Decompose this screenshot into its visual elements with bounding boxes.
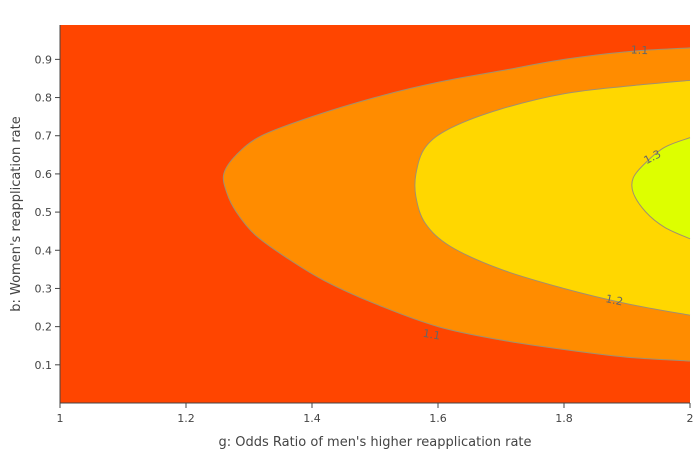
contour-line-1-1 — [222, 47, 691, 362]
y-tick-label: 0.8 — [35, 92, 53, 105]
region-1-2-to-1-3 — [414, 80, 690, 316]
y-axis-title: b: Women's reapplication rate — [9, 116, 24, 312]
x-tick-label: 1.2 — [177, 412, 195, 425]
contour-line-1-3 — [631, 137, 691, 240]
y-tick-label: 0.1 — [35, 359, 53, 372]
y-tick-label: 0.7 — [35, 130, 53, 143]
region-above-1-3 — [631, 137, 690, 239]
contour-labels: 1.11.11.21.3 — [422, 43, 663, 342]
x-tick-label: 1.6 — [429, 412, 447, 425]
y-tick-label: 0.9 — [35, 53, 53, 66]
x-tick-label: 1.4 — [303, 412, 321, 425]
y-tick-label: 0.6 — [35, 168, 53, 181]
contour-label-1-1: 1.1 — [422, 327, 441, 343]
y-tick-label: 0.4 — [35, 244, 53, 257]
contour-line-1-2 — [414, 79, 691, 316]
contour-label-1-1: 1.1 — [630, 43, 648, 57]
x-axis: 1 1.2 1.4 1.6 1.8 2 — [57, 402, 694, 425]
x-axis-title: g: Odds Ratio of men's higher reapplicat… — [218, 435, 531, 450]
x-tick-label: 1 — [57, 412, 64, 425]
x-tick-label: 1.8 — [555, 412, 573, 425]
y-tick-label: 0.3 — [35, 282, 53, 295]
y-axis: 0.1 0.2 0.3 0.4 0.5 0.6 0.7 0.8 0.9 — [35, 25, 61, 403]
x-tick-label: 2 — [687, 412, 694, 425]
y-tick-label: 0.2 — [35, 321, 53, 334]
y-tick-label: 0.5 — [35, 206, 53, 219]
plot-area: 1.11.11.21.3 — [60, 25, 691, 403]
contour-label-1-2: 1.2 — [604, 292, 624, 308]
